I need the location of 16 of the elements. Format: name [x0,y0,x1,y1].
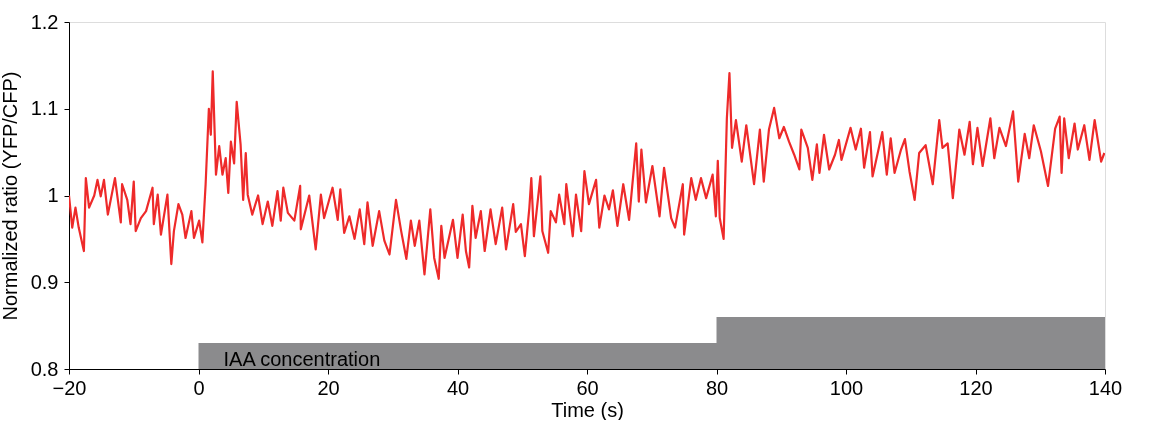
x-tick-label: 100 [829,376,864,399]
x-tick-label: 80 [705,376,729,399]
x-tick-label: 20 [317,376,340,399]
x-tick-label: 120 [959,376,993,399]
y-tick-label: 1.2 [30,10,59,33]
x-axis-title: Time (s) [551,398,624,421]
y-axis-title: Normalized ratio (YFP/CFP) [0,71,21,321]
x-tick-label: 60 [576,376,599,399]
series-label: IAA concentration [223,348,381,370]
y-tick-label: 1 [47,184,59,206]
x-tick-label: 140 [1088,376,1123,399]
line-series [69,70,1105,280]
x-tick-label: 0 [193,376,205,399]
y-tick-label: 1.1 [30,97,59,120]
y-tick-label: 0.9 [30,270,59,293]
x-tick-label: 40 [446,376,470,399]
